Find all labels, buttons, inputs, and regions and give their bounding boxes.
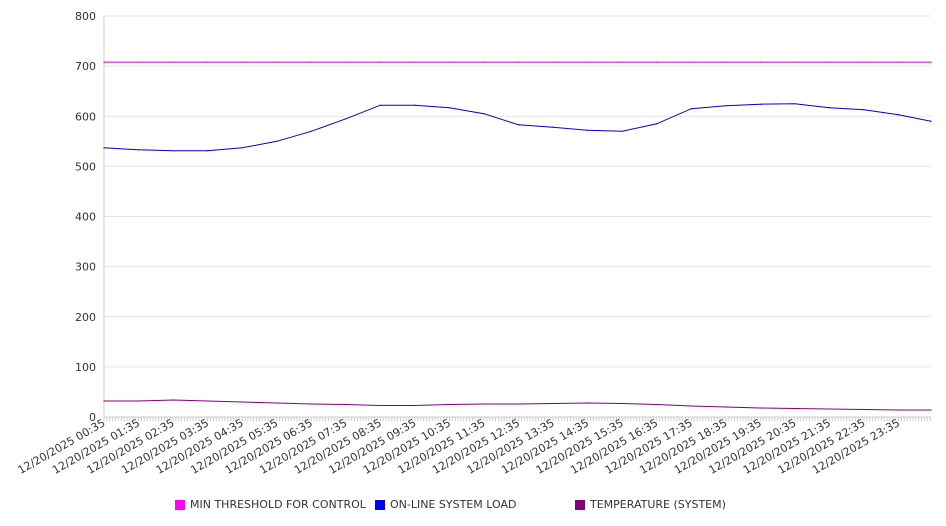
data-point xyxy=(587,402,589,404)
legend-item-load[interactable]: ON-LINE SYSTEM LOAD xyxy=(375,498,516,511)
data-point xyxy=(448,61,451,63)
data-point xyxy=(414,404,416,407)
data-point xyxy=(930,61,932,63)
legend-label: MIN THRESHOLD FOR CONTROL xyxy=(190,498,366,511)
data-point xyxy=(345,403,347,406)
data-point xyxy=(172,150,174,152)
data-point xyxy=(725,406,727,408)
data-point xyxy=(448,403,451,406)
data-point xyxy=(414,104,416,106)
data-point xyxy=(276,402,278,404)
data-point xyxy=(448,107,451,109)
data-point xyxy=(552,402,554,405)
legend-swatch xyxy=(375,499,385,510)
data-point xyxy=(517,403,520,405)
data-point xyxy=(863,408,865,411)
data-point xyxy=(103,147,105,149)
data-point xyxy=(656,61,658,63)
data-point xyxy=(690,61,692,63)
data-point xyxy=(828,61,831,63)
data-point xyxy=(345,61,347,63)
data-point xyxy=(379,61,381,63)
data-point xyxy=(690,405,692,407)
y-tick-label: 200 xyxy=(75,311,96,324)
data-point xyxy=(345,118,347,120)
data-point xyxy=(207,400,209,402)
y-tick-label: 700 xyxy=(75,60,96,73)
data-point xyxy=(310,61,312,63)
data-point xyxy=(276,140,278,142)
data-point xyxy=(241,147,243,149)
data-point xyxy=(587,129,589,131)
legend-swatch xyxy=(575,499,585,510)
data-point xyxy=(379,104,381,106)
data-point xyxy=(794,61,796,63)
data-point xyxy=(517,61,520,63)
data-point xyxy=(897,114,900,116)
data-point xyxy=(310,403,312,405)
data-point xyxy=(276,61,278,63)
data-point xyxy=(587,61,589,63)
data-point xyxy=(759,61,761,63)
data-point xyxy=(794,103,796,105)
data-point xyxy=(207,61,209,63)
legend-label: TEMPERATURE (SYSTEM) xyxy=(590,498,726,511)
data-point xyxy=(137,149,140,151)
data-point xyxy=(794,407,796,410)
data-point xyxy=(414,61,416,63)
data-point xyxy=(483,113,485,115)
data-point xyxy=(897,409,900,411)
legend-item-temperature[interactable]: TEMPERATURE (SYSTEM) xyxy=(575,498,726,511)
data-point xyxy=(621,130,623,132)
data-point xyxy=(725,105,727,107)
data-point xyxy=(828,107,831,109)
data-point xyxy=(172,61,174,63)
data-point xyxy=(863,109,865,111)
data-point xyxy=(552,126,554,128)
data-point xyxy=(310,130,312,132)
data-point xyxy=(103,61,105,63)
legend: MIN THRESHOLD FOR CONTROL ON-LINE SYSTEM… xyxy=(0,498,946,514)
data-point xyxy=(656,123,658,125)
series-line-2 xyxy=(104,399,931,411)
data-point xyxy=(172,399,174,401)
y-tick-label: 400 xyxy=(75,211,96,224)
data-point xyxy=(552,61,554,63)
data-point xyxy=(483,61,485,63)
legend-swatch xyxy=(175,499,185,510)
data-point xyxy=(863,61,865,63)
data-point xyxy=(137,61,140,63)
data-point xyxy=(103,400,105,402)
data-point xyxy=(517,124,520,126)
y-tick-label: 600 xyxy=(75,110,96,123)
data-point xyxy=(897,61,900,63)
data-point xyxy=(690,108,692,110)
y-tick-label: 300 xyxy=(75,261,96,274)
series-line-1 xyxy=(103,103,932,152)
y-tick-label: 500 xyxy=(75,160,96,173)
data-point xyxy=(241,61,243,63)
data-point xyxy=(137,400,140,402)
data-point xyxy=(207,150,209,152)
data-point xyxy=(930,409,932,411)
legend-item-threshold[interactable]: MIN THRESHOLD FOR CONTROL xyxy=(175,498,366,511)
data-point xyxy=(621,61,623,63)
data-point xyxy=(930,120,932,122)
legend-label: ON-LINE SYSTEM LOAD xyxy=(390,498,517,511)
data-point xyxy=(241,401,243,403)
data-point xyxy=(656,403,658,406)
data-point xyxy=(759,103,761,105)
data-point xyxy=(483,403,485,405)
data-point xyxy=(621,402,623,405)
data-point xyxy=(379,404,381,407)
y-tick-label: 100 xyxy=(75,361,96,374)
data-point xyxy=(759,407,761,409)
data-point xyxy=(828,408,831,410)
y-tick-label: 800 xyxy=(75,10,96,23)
data-point xyxy=(725,61,727,63)
y-tick-label: 0 xyxy=(89,411,96,424)
